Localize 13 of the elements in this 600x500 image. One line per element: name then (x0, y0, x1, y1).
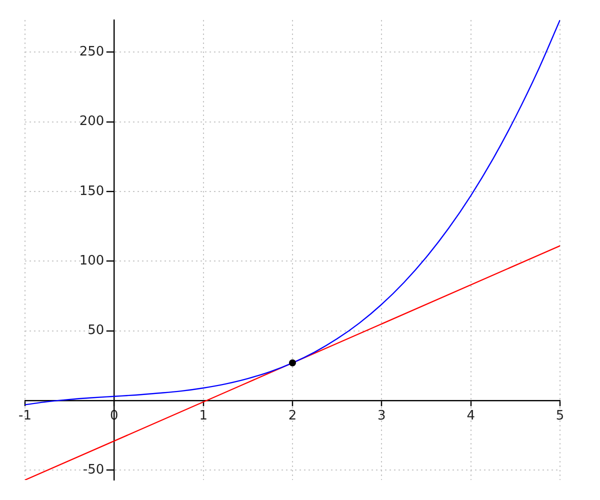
x-tick-label: 1 (199, 408, 208, 424)
x-tick-label: 3 (378, 408, 386, 424)
y-tick-label: 200 (79, 114, 104, 130)
x-tick-label: 5 (556, 408, 564, 424)
line-series (25, 20, 560, 406)
y-tick-label: 250 (79, 44, 104, 60)
x-tick-label: -1 (18, 408, 32, 424)
y-tick-label: 100 (79, 254, 104, 269)
y-tick-label: -50 (82, 462, 104, 478)
x-tick-label: 4 (466, 408, 475, 424)
x-tick-label: 2 (288, 408, 297, 424)
y-tick-label: 150 (79, 184, 104, 199)
y-tick-label: 50 (88, 323, 104, 338)
